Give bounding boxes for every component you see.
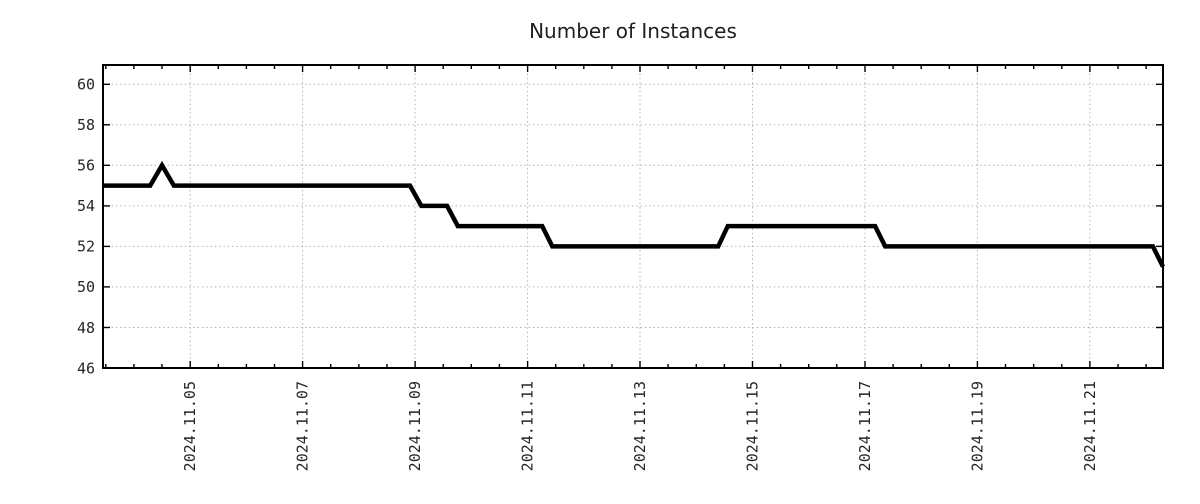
y-tick-label: 52 [77,238,95,256]
data-line [103,160,1166,268]
y-tick-label: 56 [77,157,95,175]
x-tick-label: 2024.11.13 [631,381,649,471]
plot-border [102,64,1164,369]
axis-tick-labels: 46 48 50 52 54 56 58 60 2024.11.05 2024.11.07 2024… [77,76,1099,472]
y-tick-label: 48 [77,319,95,337]
x-tick-label: 2024.11.17 [856,381,874,471]
x-tick-label: 2024.11.19 [968,381,986,471]
gridlines [103,65,1163,368]
y-tick-label: 54 [77,197,95,215]
x-tick-label: 2024.11.07 [294,381,312,471]
y-tick-label: 60 [77,76,95,94]
y-tick-label: 50 [77,278,95,296]
chart-title: Number of Instances [529,19,737,43]
x-tick-label: 2024.11.09 [406,381,424,471]
x-tick-label: 2024.11.21 [1081,381,1099,471]
y-tick-label: 46 [77,359,95,377]
x-tick-label: 2024.11.15 [744,381,762,471]
data-line-layer [103,160,1166,268]
x-tick-label: 2024.11.05 [181,381,199,471]
x-tick-label: 2024.11.11 [519,381,537,471]
y-tick-label: 58 [77,116,95,134]
axes-and-ticks [102,64,1164,369]
